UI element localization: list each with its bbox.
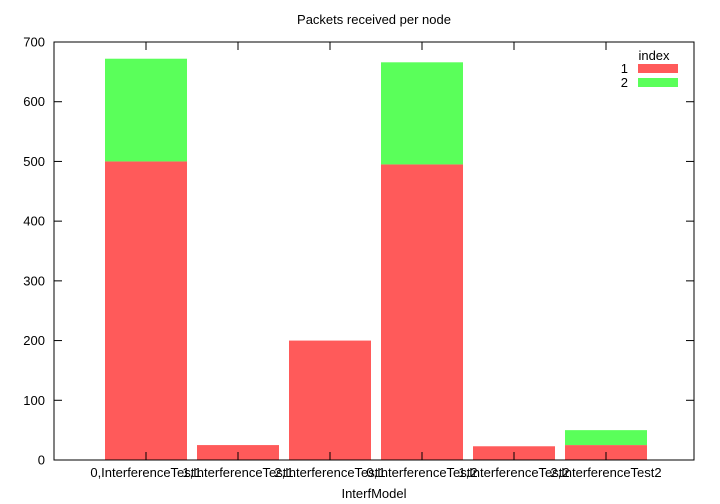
y-tick-label: 500	[23, 154, 45, 169]
x-tick-label: 2,InterferenceTest1	[274, 465, 385, 480]
y-axis: 0 100 200 300 400 500 600 700	[23, 35, 694, 468]
x-tick-label: 1,InterferenceTest1	[182, 465, 293, 480]
chart-title: Packets received per node	[297, 12, 451, 27]
bar-1-1	[105, 161, 187, 460]
x-axis: 0,InterferenceTest11,InterferenceTest12,…	[90, 42, 662, 480]
bar-2-1	[105, 58, 187, 162]
bar-2-6	[565, 430, 647, 446]
y-tick-label: 700	[23, 35, 45, 50]
y-tick-label: 0	[38, 453, 45, 468]
y-tick-label: 200	[23, 333, 45, 348]
legend-label: 2	[621, 75, 628, 90]
x-axis-label: InterfModel	[341, 486, 406, 501]
legend-label: 1	[621, 61, 628, 76]
bar-1-3	[289, 340, 371, 460]
x-tick-label: 2,InterferenceTest2	[550, 465, 661, 480]
bar-2-4	[381, 62, 463, 165]
y-tick-label: 400	[23, 214, 45, 229]
plot-frame	[53, 41, 695, 461]
legend: index 12	[621, 48, 678, 90]
legend-swatch	[638, 64, 678, 73]
y-tick-label: 100	[23, 393, 45, 408]
y-tick-label: 300	[23, 273, 45, 288]
bars-group	[105, 58, 647, 460]
x-tick-label: 0,InterferenceTest1	[90, 465, 201, 480]
bar-1-4	[381, 164, 463, 460]
legend-swatch	[638, 78, 678, 87]
y-tick-label: 600	[23, 94, 45, 109]
x-tick-label: 0,InterferenceTest2	[366, 465, 477, 480]
x-tick-label: 1,InterferenceTest2	[458, 465, 569, 480]
legend-title: index	[638, 48, 670, 63]
